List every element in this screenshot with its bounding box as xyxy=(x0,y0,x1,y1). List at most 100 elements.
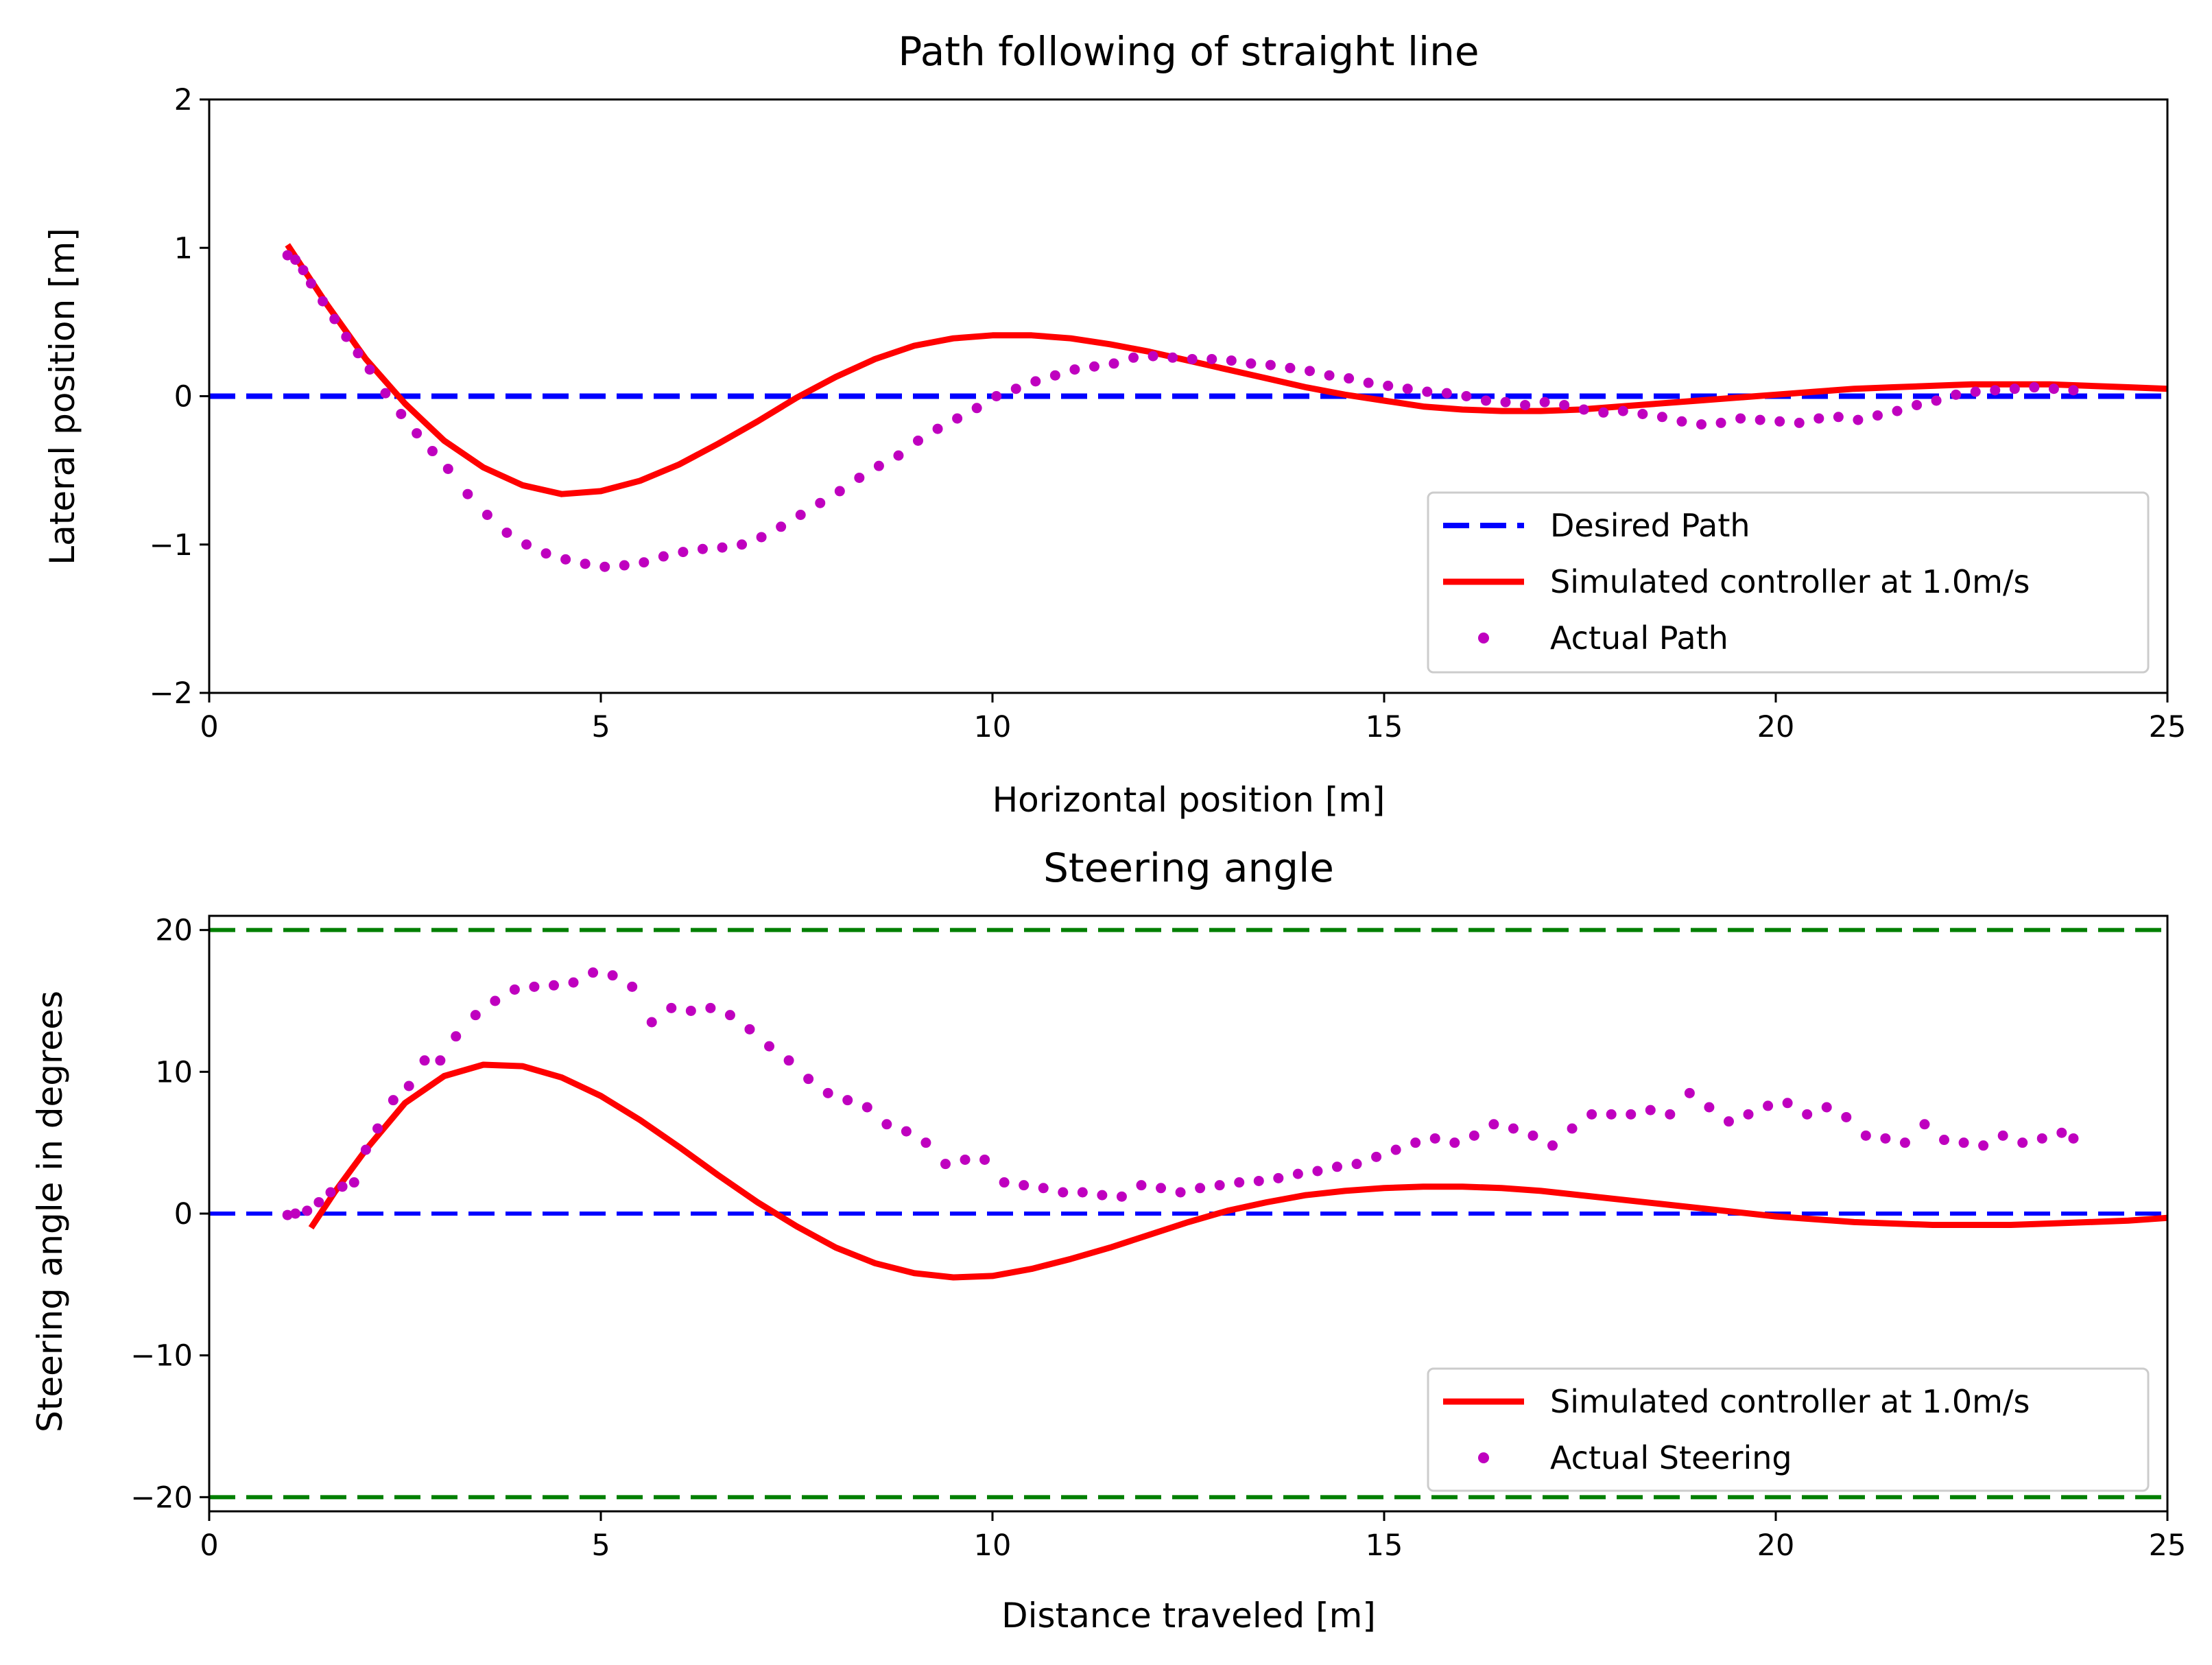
path-y-tick-label: −1 xyxy=(150,528,193,563)
steering-point xyxy=(568,977,579,988)
steering-point xyxy=(1214,1180,1225,1191)
steering-y-tick-label: −20 xyxy=(130,1480,193,1515)
path-point xyxy=(1853,414,1864,425)
path-point xyxy=(1187,353,1198,364)
steering-point xyxy=(419,1055,430,1066)
steering-point xyxy=(1058,1187,1069,1198)
path-point xyxy=(1813,413,1824,424)
path-point xyxy=(599,561,610,572)
steering-point xyxy=(940,1159,951,1170)
steering-point xyxy=(1468,1130,1479,1141)
path-point xyxy=(619,560,630,571)
steering-legend: Simulated controller at 1.0m/s Actual Ste… xyxy=(1427,1367,2150,1492)
path-legend-label: Simulated controller at 1.0m/s xyxy=(1550,563,2030,600)
path-point xyxy=(1578,404,1589,415)
steering-point xyxy=(1841,1111,1852,1122)
path-x-axis-label: Horizontal position [m] xyxy=(992,780,1386,820)
steering-point xyxy=(337,1181,348,1192)
steering-x-tick-label: 5 xyxy=(591,1528,610,1563)
path-legend-label: Actual Path xyxy=(1550,619,1728,657)
path-point xyxy=(1951,389,1962,400)
path-x-tick-label: 0 xyxy=(200,710,218,744)
steering-legend-label: Actual Steering xyxy=(1550,1439,1792,1476)
steering-point xyxy=(1390,1144,1401,1155)
steering-point xyxy=(1077,1187,1088,1198)
steering-point xyxy=(1782,1098,1793,1109)
steering-x-tick-label: 15 xyxy=(1366,1528,1403,1563)
path-y-tick-label: 2 xyxy=(174,83,193,117)
path-point xyxy=(1363,377,1374,388)
path-point xyxy=(521,539,532,550)
steering-legend-label: Simulated controller at 1.0m/s xyxy=(1550,1383,2030,1420)
steering-point xyxy=(548,980,559,991)
path-point xyxy=(290,255,301,265)
path-point xyxy=(2029,382,2040,393)
path-following-panel: 0 5 10 15 20 25 −2 −1 0 1 2 Path following of stra… xyxy=(43,28,2186,820)
path-point xyxy=(1970,386,1981,397)
path-point xyxy=(1833,412,1844,423)
steering-point xyxy=(666,1002,677,1013)
steering-point xyxy=(588,967,599,978)
path-point xyxy=(1441,388,1452,399)
path-point xyxy=(298,265,309,276)
steering-point xyxy=(1156,1183,1167,1194)
path-plot-area: 0 5 10 15 20 25 −2 −1 0 1 2 xyxy=(150,83,2187,744)
steering-series-actual-steering xyxy=(282,967,2079,1220)
steering-point xyxy=(2017,1137,2028,1148)
path-point xyxy=(1696,419,1707,430)
path-point xyxy=(1324,370,1335,381)
path-point xyxy=(1108,358,1119,369)
path-point xyxy=(1344,373,1355,384)
path-point xyxy=(815,497,826,508)
steering-point xyxy=(1136,1180,1147,1191)
path-point xyxy=(1089,361,1099,372)
steering-point xyxy=(1038,1183,1049,1194)
path-point xyxy=(1069,364,1080,375)
steering-y-tick-label: 0 xyxy=(174,1197,193,1231)
path-point xyxy=(1715,417,1726,428)
steering-plot-area: 0 5 10 15 20 25 −20 −10 0 10 20 xyxy=(130,914,2186,1563)
steering-point xyxy=(1253,1175,1264,1186)
path-point xyxy=(442,463,453,474)
path-chart-title: Path following of straight line xyxy=(898,28,1479,75)
steering-point xyxy=(861,1102,872,1113)
steering-point xyxy=(1234,1177,1245,1188)
steering-point xyxy=(529,981,540,992)
steering-x-tick-label: 25 xyxy=(2149,1528,2187,1563)
steering-point xyxy=(1488,1119,1499,1130)
steering-point xyxy=(1919,1119,1930,1130)
path-legend-box xyxy=(1427,491,2150,674)
steering-point xyxy=(1567,1123,1578,1134)
steering-chart-title: Steering angle xyxy=(1043,845,1334,891)
path-point xyxy=(1931,395,1942,406)
path-point xyxy=(1656,412,1667,423)
path-point xyxy=(2009,383,2020,394)
steering-point xyxy=(1743,1109,1754,1120)
steering-point xyxy=(979,1154,990,1165)
steering-point xyxy=(1312,1166,1323,1177)
steering-point xyxy=(1939,1135,1950,1146)
path-x-tick-label: 15 xyxy=(1366,710,1403,744)
steering-point xyxy=(1508,1123,1519,1134)
steering-x-tick-label: 0 xyxy=(200,1528,218,1563)
steering-point xyxy=(783,1055,794,1066)
steering-point xyxy=(627,981,638,992)
steering-point xyxy=(1978,1140,1989,1151)
steering-point xyxy=(1175,1187,1186,1198)
path-point xyxy=(364,364,375,375)
path-point xyxy=(658,551,669,562)
path-point xyxy=(1285,362,1296,373)
steering-angle-panel: 0 5 10 15 20 25 −20 −10 0 10 20 Steering angle Dis… xyxy=(30,845,2186,1636)
path-series-actual-path xyxy=(282,250,2079,572)
path-point xyxy=(1480,395,1491,406)
path-point xyxy=(1049,370,1060,381)
steering-point xyxy=(1645,1105,1656,1115)
path-y-tick-label: −2 xyxy=(150,676,193,711)
steering-point xyxy=(764,1041,775,1052)
steering-point xyxy=(1606,1109,1617,1120)
steering-point xyxy=(2068,1133,2079,1144)
steering-point xyxy=(302,1205,313,1216)
steering-point xyxy=(282,1209,293,1220)
path-point xyxy=(1598,407,1609,418)
